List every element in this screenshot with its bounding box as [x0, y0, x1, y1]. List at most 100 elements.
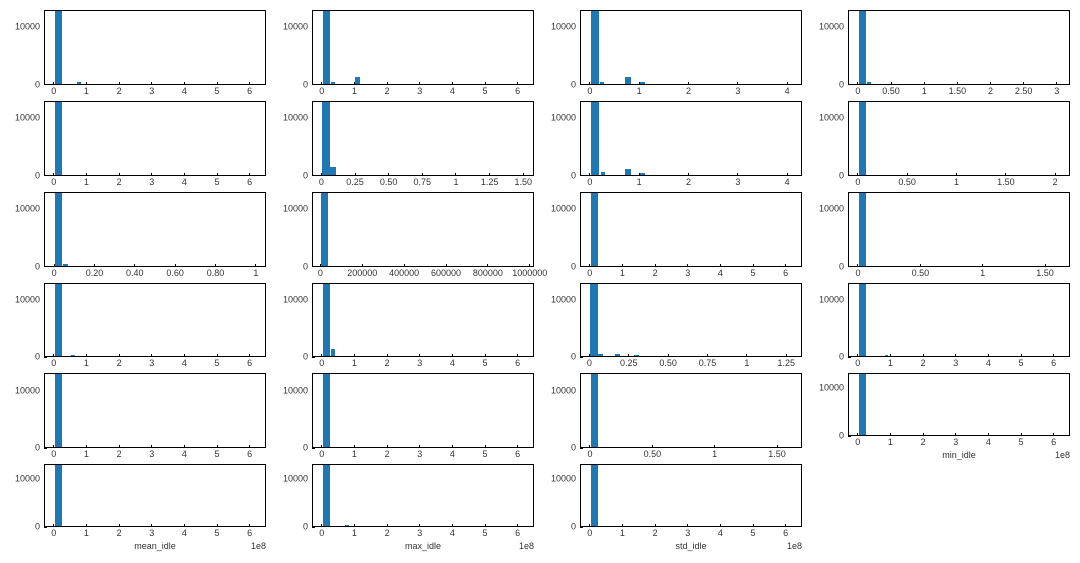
x-tick-label: 1 [253, 269, 258, 278]
histogram-bar [55, 284, 62, 357]
y-tick-label: 10000 [15, 23, 40, 32]
y-tick-label: 10000 [15, 386, 40, 395]
histogram-bar [590, 284, 597, 357]
histogram-bar [355, 77, 360, 84]
x-tick-label: 800000 [473, 269, 503, 278]
x-tick-label: 2 [117, 529, 122, 538]
x-axis: 00.200.400.600.801 [44, 267, 266, 281]
y-tick-label: 10000 [283, 114, 308, 123]
x-tick-label: 3 [953, 359, 958, 368]
y-tick-label: 0 [35, 523, 40, 532]
histogram-bar [859, 284, 866, 357]
histogram-bar [634, 355, 639, 357]
panel-r3-c0: 0100000123456 [10, 283, 266, 372]
y-tick-label: 10000 [551, 114, 576, 123]
plot-area [848, 373, 1070, 436]
x-tick-label: 0 [52, 269, 57, 278]
x-tick-label: 1.25 [777, 359, 795, 368]
y-tick-label: 0 [35, 171, 40, 180]
panel-r4-c3: 0100000123456min_idle1e8 [814, 373, 1070, 462]
x-tick-label: 1.50 [1036, 269, 1054, 278]
y-axis: 010000 [546, 283, 580, 358]
x-tick-label: 3 [417, 87, 422, 96]
panel-r5-c3 [814, 464, 1070, 553]
y-tick-label: 0 [839, 171, 844, 180]
x-axis: 0123456 [44, 448, 266, 462]
x-tick-label: 1 [888, 359, 893, 368]
x-tick-label: 5 [215, 529, 220, 538]
histogram-bar [591, 465, 598, 526]
x-tick-label: 2 [653, 269, 658, 278]
x-tick-label: 0 [587, 529, 592, 538]
plot-area [312, 464, 534, 527]
x-tick-label: 1.25 [481, 178, 499, 187]
x-tick-label: 6 [247, 450, 252, 459]
x-tick-label: 3 [685, 529, 690, 538]
y-axis: 010000 [10, 192, 44, 267]
y-axis: 010000 [814, 101, 848, 176]
x-tick-label: 0 [855, 438, 860, 447]
x-tick-label: 0 [319, 87, 324, 96]
y-axis: 010000 [278, 283, 312, 358]
y-tick-label: 0 [35, 262, 40, 271]
plot-area [312, 192, 534, 267]
x-tick-label: 0 [587, 269, 592, 278]
y-axis: 010000 [10, 283, 44, 358]
y-tick-label: 10000 [283, 386, 308, 395]
x-tick-label: 6 [1051, 359, 1056, 368]
x-tick-label: 0.50 [644, 450, 662, 459]
histogram-bar [591, 374, 598, 447]
plot-area [312, 10, 534, 85]
x-tick-label: 4 [182, 178, 187, 187]
x-tick-label: 1 [620, 529, 625, 538]
panel-r0-c0: 0100000123456 [10, 10, 266, 99]
panel-r2-c1: 01000002000004000006000008000001000000 [278, 192, 534, 281]
x-tick-label: 0.25 [620, 359, 638, 368]
plot-area [44, 373, 266, 448]
y-tick-label: 10000 [819, 204, 844, 213]
x-tick-label: 0 [587, 87, 592, 96]
histogram-bar [55, 11, 62, 84]
x-tick-label: 1 [954, 178, 959, 187]
x-tick-label: 4 [182, 450, 187, 459]
y-axis: 010000 [814, 373, 848, 436]
histogram-bar [859, 374, 866, 435]
sci-notation-label: 1e8 [519, 541, 534, 551]
x-axis: 00.250.500.7511.25 [580, 357, 802, 371]
panel-r2-c2: 0100000123456 [546, 192, 802, 281]
y-tick-label: 0 [571, 80, 576, 89]
histogram-bar [859, 102, 866, 175]
histogram-bar [323, 374, 330, 447]
x-tick-label: 0 [319, 359, 324, 368]
x-tick-label: 4 [182, 87, 187, 96]
panel-r3-c2: 01000000.250.500.7511.25 [546, 283, 802, 372]
x-tick-label: 2 [385, 359, 390, 368]
x-tick-label: 0 [51, 359, 56, 368]
y-axis: 010000 [278, 192, 312, 267]
x-tick-label: 1 [352, 359, 357, 368]
x-tick-label: 4 [182, 359, 187, 368]
x-axis: 0123456 [44, 527, 266, 541]
y-tick-label: 0 [35, 444, 40, 453]
y-tick-label: 0 [571, 171, 576, 180]
y-tick-label: 0 [839, 80, 844, 89]
x-tick-label: 1 [637, 178, 642, 187]
y-tick-label: 10000 [551, 295, 576, 304]
y-tick-label: 10000 [15, 114, 40, 123]
x-tick-label: 2 [117, 178, 122, 187]
x-tick-label: 0 [855, 359, 860, 368]
panel-r5-c1: 0100000123456max_idle1e8 [278, 464, 534, 553]
x-axis: 0123456 [580, 527, 802, 541]
y-axis: 010000 [278, 101, 312, 176]
sci-notation-label: 1e8 [1055, 450, 1070, 460]
histogram-bar [55, 465, 62, 526]
y-tick-label: 10000 [819, 383, 844, 392]
x-tick-label: 1 [84, 529, 89, 538]
x-tick-label: 3 [417, 450, 422, 459]
x-tick-label: 1 [744, 359, 749, 368]
x-axis: 0123456 [312, 527, 534, 541]
x-tick-label: 5 [1019, 359, 1024, 368]
x-axis-label: max_idle1e8 [312, 541, 534, 553]
x-tick-label: 3 [735, 178, 740, 187]
plot-area [44, 464, 266, 527]
